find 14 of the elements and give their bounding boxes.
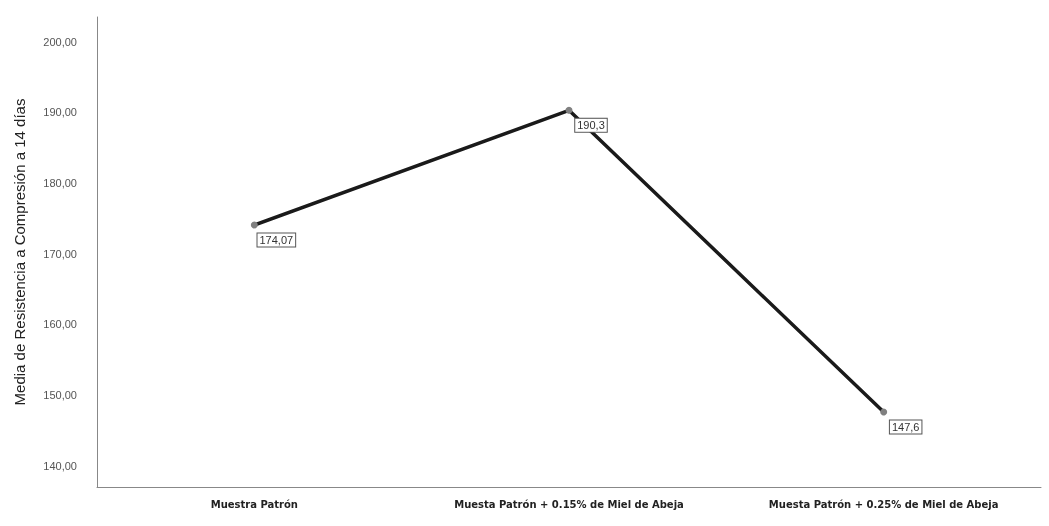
data-label: 174,07 [259,234,294,246]
y-axis-title: Media de Resistencia a Compresión a 14 días [11,98,28,406]
y-tick-label: 190,00 [43,106,77,119]
data-label: 190,3 [577,119,605,132]
y-tick-label: 150,00 [43,389,77,402]
y-tick-label: 140,00 [43,459,77,472]
y-tick-label: 180,00 [43,177,77,190]
x-tick-label: Muesta Patrón + 0.15% de Miel de Abeja [454,498,684,510]
y-tick-label: 170,00 [43,247,77,260]
data-label: 147,6 [891,421,920,434]
y-tick-label: 160,00 [43,318,77,331]
x-tick-label: Muestra Patrón [210,498,298,510]
y-tick-label: 200,00 [43,35,77,48]
x-tick-label: Muesta Patrón + 0.25% de Miel de Abeja [768,498,999,510]
